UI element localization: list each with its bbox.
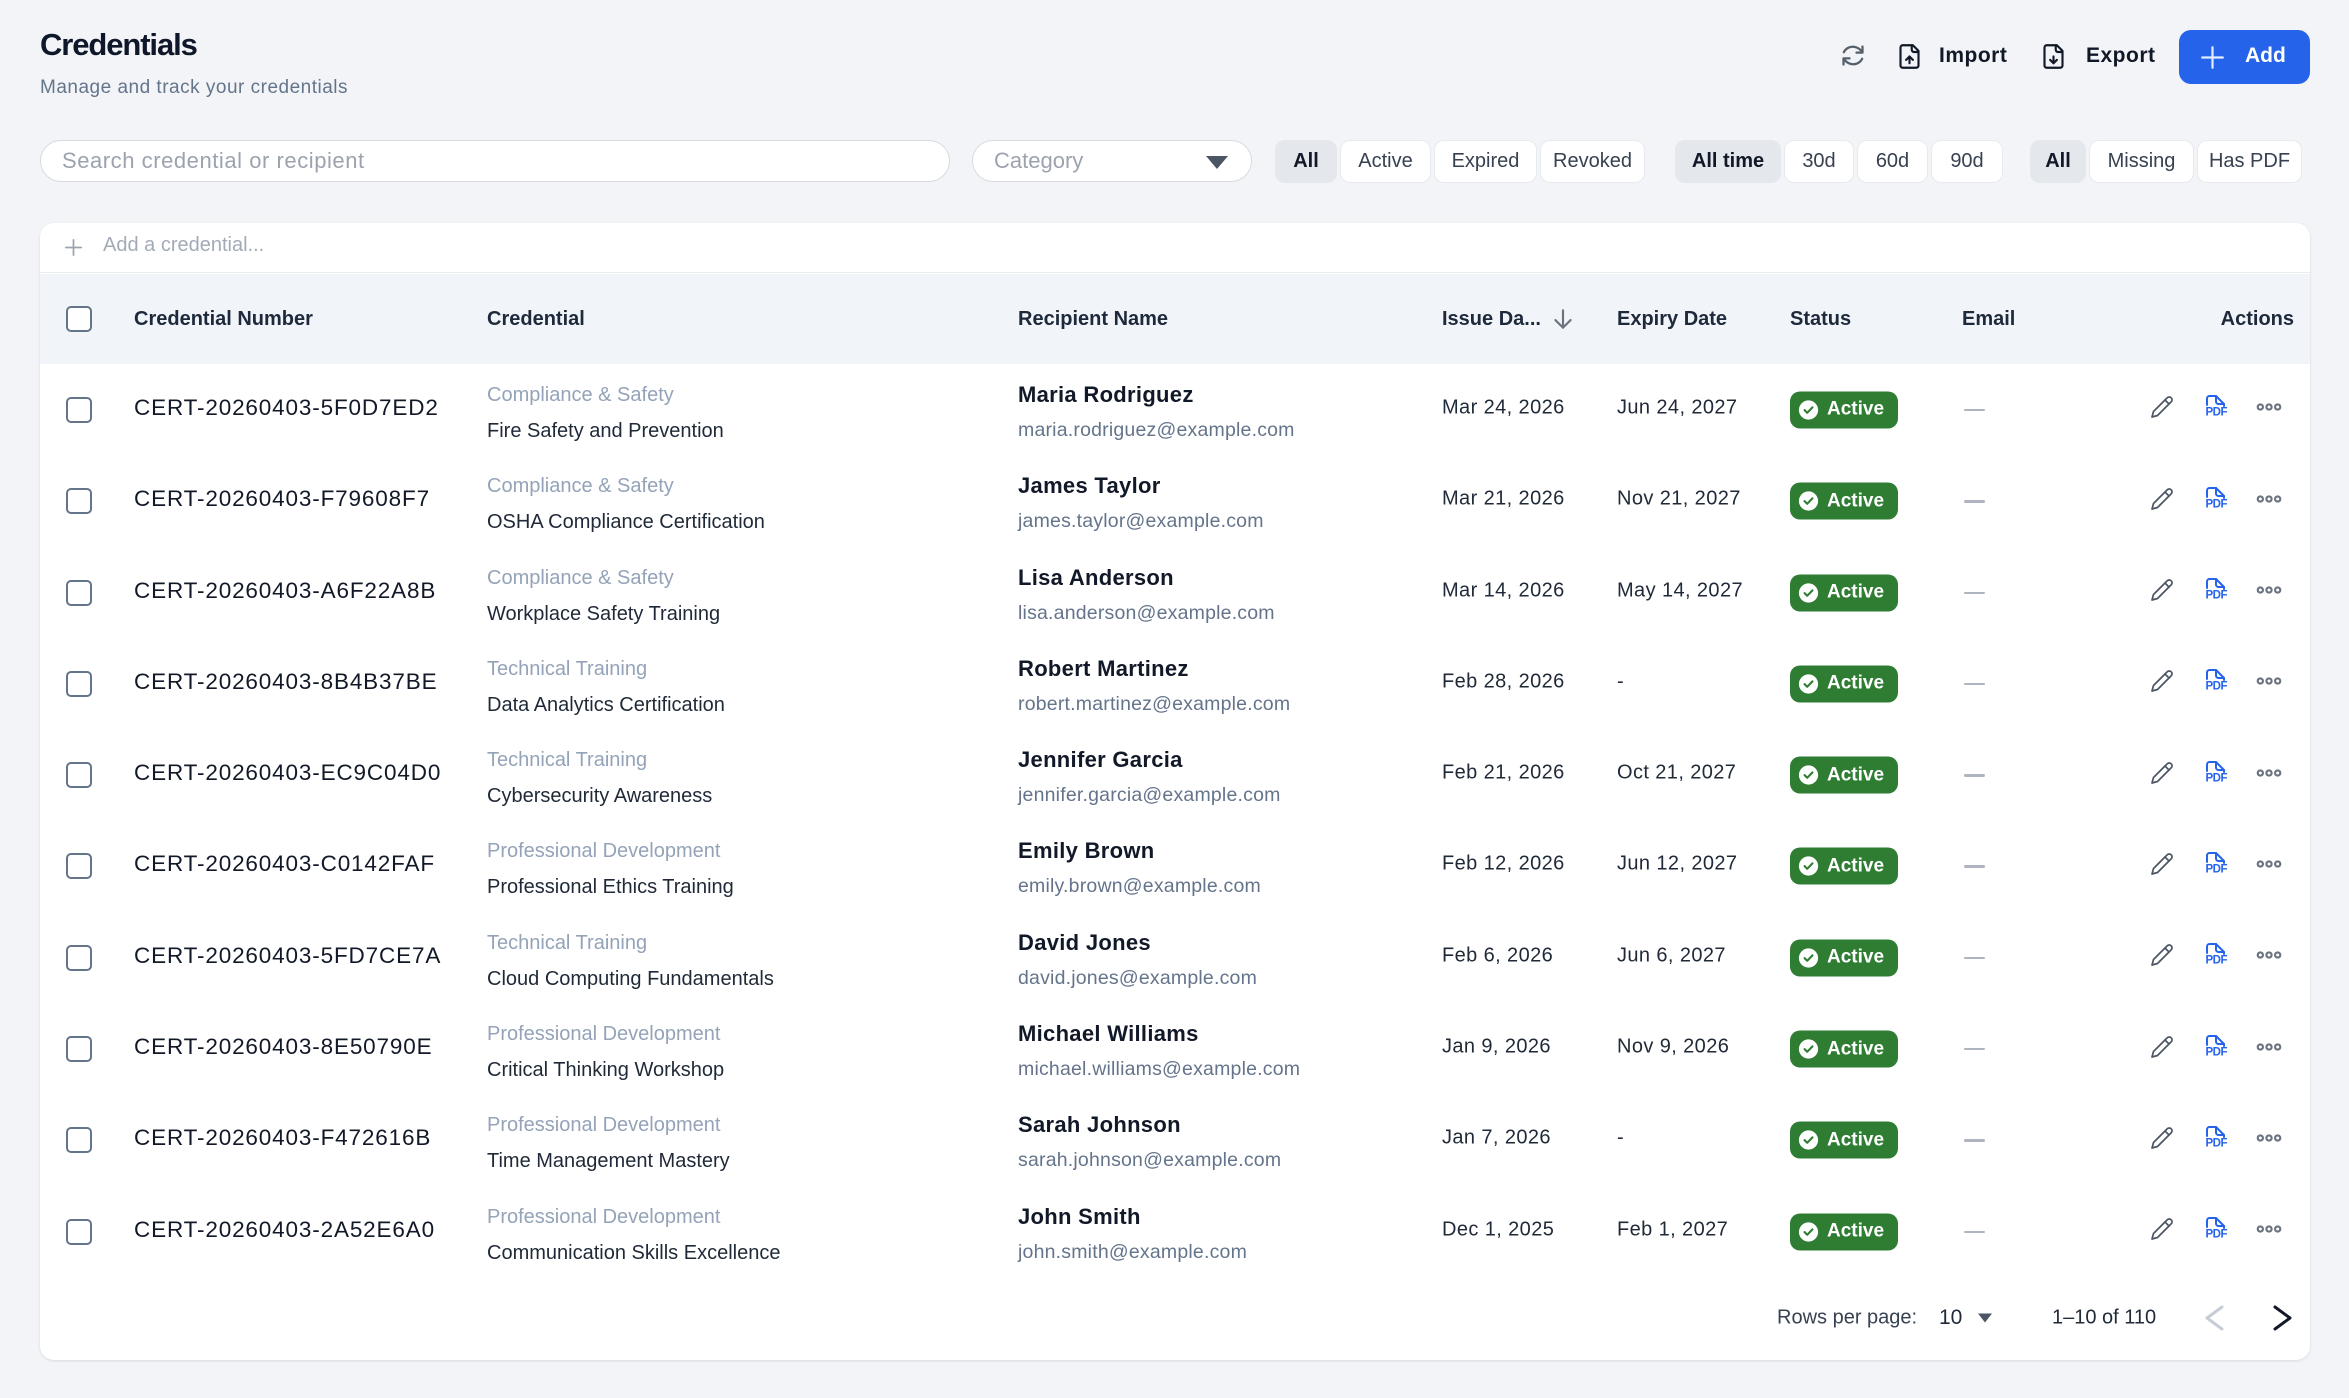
svg-text:PDF: PDF bbox=[2206, 772, 2228, 784]
svg-text:PDF: PDF bbox=[2206, 1137, 2228, 1149]
svg-text:PDF: PDF bbox=[2206, 590, 2228, 602]
svg-text:PDF: PDF bbox=[2206, 955, 2228, 967]
svg-text:PDF: PDF bbox=[2206, 407, 2228, 419]
svg-text:PDF: PDF bbox=[2206, 1229, 2228, 1241]
svg-text:PDF: PDF bbox=[2206, 1046, 2228, 1058]
svg-text:PDF: PDF bbox=[2206, 863, 2228, 875]
svg-text:PDF: PDF bbox=[2206, 498, 2228, 510]
svg-text:PDF: PDF bbox=[2206, 681, 2228, 693]
